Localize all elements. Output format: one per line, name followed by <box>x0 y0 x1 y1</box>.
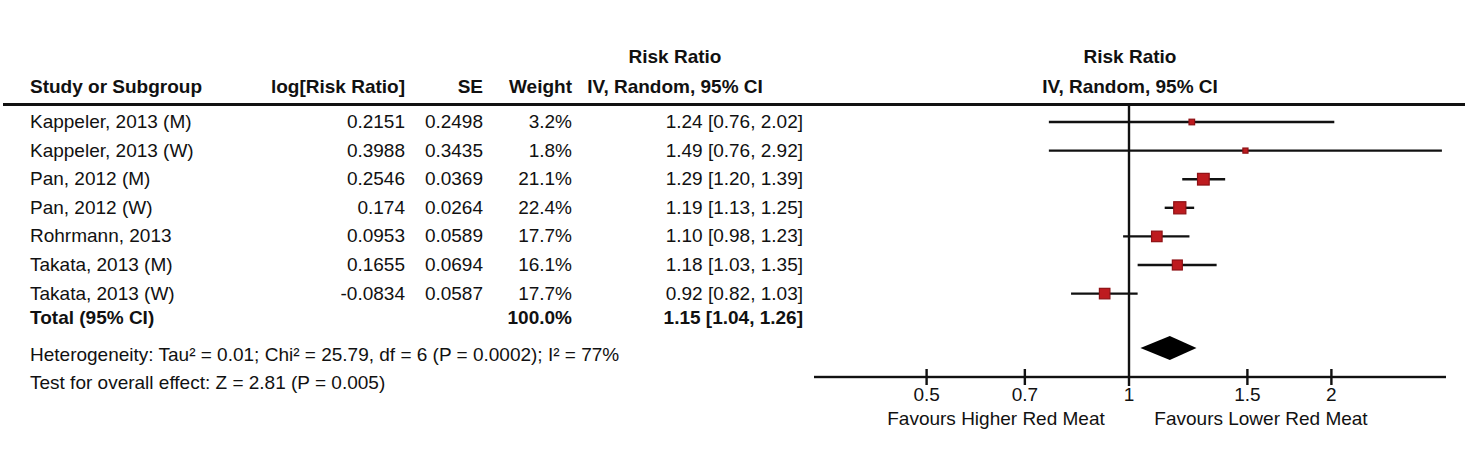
weight-cell: 22.4% <box>494 197 572 219</box>
log-rr-cell: 0.1655 <box>255 254 405 276</box>
x-axis-line <box>814 376 1446 378</box>
effect-square <box>1189 119 1195 125</box>
column-header-log-rr: log[Risk Ratio] <box>255 76 405 98</box>
log-rr-cell: 0.0953 <box>255 225 405 247</box>
rr-ci-cell: 1.10 [0.98, 1.23] <box>600 225 803 247</box>
stat-column-title: Risk Ratio <box>570 46 780 68</box>
rr-ci-cell: 1.24 [0.76, 2.02] <box>600 111 803 133</box>
total-rr-ci-value: 1.15 [1.04, 1.26] <box>600 307 803 329</box>
log-rr-cell: 0.2546 <box>255 168 405 190</box>
se-cell: 0.0369 <box>405 168 483 190</box>
x-axis-tick <box>925 369 927 385</box>
effect-square <box>1152 231 1163 242</box>
study-name-cell: Rohrmann, 2013 <box>30 225 275 247</box>
study-name-cell: Pan, 2012 (M) <box>30 168 275 190</box>
column-header-se: SE <box>405 76 483 98</box>
log-rr-cell: 0.174 <box>255 197 405 219</box>
column-header-rr-ci: IV, Random, 95% CI <box>570 76 780 98</box>
total-weight: 100.0% <box>494 307 572 329</box>
weight-cell: 3.2% <box>494 111 572 133</box>
se-cell: 0.2498 <box>405 111 483 133</box>
axis-tick-label: 1 <box>1089 384 1169 406</box>
log-rr-cell: -0.0834 <box>255 283 405 305</box>
forest-plot-figure: Risk Ratio Risk Ratio Study or Subgroup … <box>0 0 1480 472</box>
study-name-cell: Kappeler, 2013 (W) <box>30 140 275 162</box>
null-effect-line <box>1128 106 1130 386</box>
plot-header-rr-ci: IV, Random, 95% CI <box>955 76 1305 98</box>
effect-square <box>1174 202 1186 214</box>
plot-column-title: Risk Ratio <box>955 46 1305 68</box>
x-axis-tick <box>1330 369 1332 385</box>
effect-square <box>1198 173 1210 185</box>
effect-square <box>1099 288 1110 299</box>
weight-cell: 21.1% <box>494 168 572 190</box>
axis-tick-label: 2 <box>1291 384 1371 406</box>
weight-cell: 17.7% <box>494 225 572 247</box>
x-axis-tick <box>1024 369 1026 385</box>
rr-ci-cell: 1.49 [0.76, 2.92] <box>600 140 803 162</box>
header-rule <box>3 103 1465 106</box>
axis-label-favours-right: Favours Lower Red Meat <box>1091 408 1431 430</box>
axis-tick-label: 0.7 <box>985 384 1065 406</box>
x-axis-tick <box>1246 369 1248 385</box>
study-name-cell: Takata, 2013 (M) <box>30 254 275 276</box>
log-rr-cell: 0.2151 <box>255 111 405 133</box>
study-name-cell: Kappeler, 2013 (M) <box>30 111 275 133</box>
overall-effect-test: Test for overall effect: Z = 2.81 (P = 0… <box>30 372 810 394</box>
se-cell: 0.3435 <box>405 140 483 162</box>
rr-ci-cell: 1.29 [1.20, 1.39] <box>600 168 803 190</box>
axis-tick-label: 0.5 <box>887 384 967 406</box>
weight-cell: 16.1% <box>494 254 572 276</box>
weight-cell: 17.7% <box>494 283 572 305</box>
se-cell: 0.0694 <box>405 254 483 276</box>
effect-square <box>1243 148 1248 153</box>
total-label: Total (95% CI) <box>30 307 275 329</box>
column-header-weight: Weight <box>494 76 572 98</box>
axis-tick-label: 1.5 <box>1207 384 1287 406</box>
rr-ci-cell: 0.92 [0.82, 1.03] <box>600 283 803 305</box>
study-name-cell: Pan, 2012 (W) <box>30 197 275 219</box>
heterogeneity-stats: Heterogeneity: Tau² = 0.01; Chi² = 25.79… <box>30 344 810 366</box>
se-cell: 0.0587 <box>405 283 483 305</box>
column-header-study: Study or Subgroup <box>30 76 275 98</box>
log-rr-cell: 0.3988 <box>255 140 405 162</box>
study-name-cell: Takata, 2013 (W) <box>30 283 275 305</box>
weight-cell: 1.8% <box>494 140 572 162</box>
rr-ci-cell: 1.18 [1.03, 1.35] <box>600 254 803 276</box>
total-diamond <box>1140 336 1196 360</box>
rr-ci-cell: 1.19 [1.13, 1.25] <box>600 197 803 219</box>
se-cell: 0.0589 <box>405 225 483 247</box>
se-cell: 0.0264 <box>405 197 483 219</box>
effect-square <box>1172 260 1182 270</box>
